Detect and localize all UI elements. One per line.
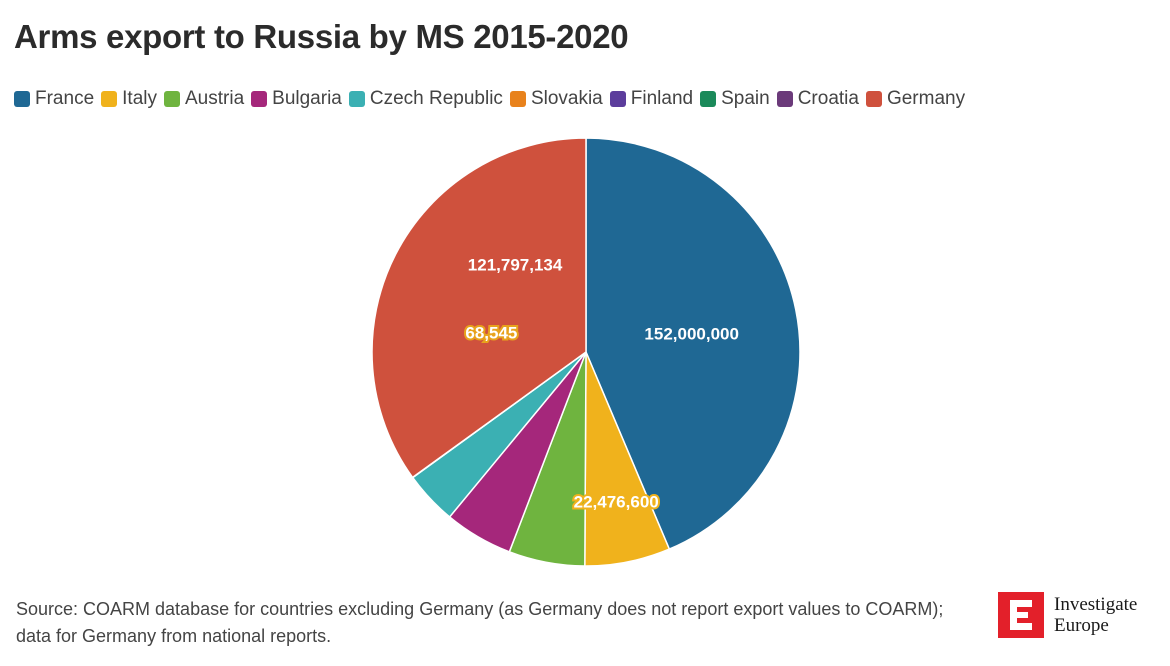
pie-slice-germany[interactable] bbox=[371, 137, 587, 479]
legend-label: Slovakia bbox=[530, 88, 603, 109]
source-note: Source: COARM database for countries exc… bbox=[16, 599, 944, 646]
data-label-slovakia: 68,545 bbox=[465, 323, 517, 342]
legend-label: Bulgaria bbox=[272, 88, 342, 109]
legend-item-france[interactable]: France bbox=[14, 88, 94, 110]
pie-slice-france[interactable] bbox=[585, 137, 801, 551]
legend-item-slovakia[interactable]: Slovakia bbox=[509, 88, 603, 110]
logo-text-line1: Investigate bbox=[1054, 594, 1138, 615]
legend-label: Germany bbox=[886, 88, 966, 109]
legend-swatch bbox=[348, 91, 365, 107]
data-label-france: 152,000,000 bbox=[644, 325, 739, 344]
logo-text-line2: Europe bbox=[1054, 615, 1109, 636]
pie-chart: 152,000,000 22,476,600 68,545 121,797,134 bbox=[371, 137, 801, 567]
legend-item-czech-republic[interactable]: Czech Republic bbox=[348, 88, 503, 110]
legend-swatch bbox=[865, 91, 882, 107]
logo-e-icon bbox=[998, 592, 1044, 638]
data-label-italy: 22,476,600 bbox=[574, 493, 659, 512]
legend-swatch bbox=[101, 91, 118, 107]
legend-item-finland[interactable]: Finland bbox=[609, 88, 694, 110]
legend: France Italy Austria Bulgaria Czech Republic… bbox=[14, 88, 972, 110]
legend-item-italy[interactable]: Italy bbox=[101, 88, 157, 110]
legend-label: Italy bbox=[122, 88, 157, 109]
legend-label: Spain bbox=[721, 88, 770, 109]
legend-item-austria[interactable]: Austria bbox=[164, 88, 244, 110]
data-label-germany: 121,797,134 bbox=[468, 256, 563, 275]
legend-item-croatia[interactable]: Croatia bbox=[776, 88, 859, 110]
legend-swatch bbox=[609, 91, 626, 107]
legend-item-spain[interactable]: Spain bbox=[700, 88, 770, 110]
chart-title: Arms export to Russia by MS 2015-2020 bbox=[14, 18, 629, 55]
legend-swatch bbox=[509, 91, 526, 107]
legend-label: Finland bbox=[630, 88, 694, 109]
legend-swatch bbox=[251, 91, 268, 107]
legend-label: Czech Republic bbox=[369, 88, 503, 109]
legend-item-bulgaria[interactable]: Bulgaria bbox=[251, 88, 342, 110]
legend-label: Austria bbox=[185, 88, 245, 109]
legend-item-germany[interactable]: Germany bbox=[865, 88, 966, 110]
legend-swatch bbox=[700, 91, 717, 107]
legend-label: France bbox=[35, 88, 95, 109]
legend-swatch bbox=[14, 91, 30, 107]
investigate-europe-logo: Investigate Europe bbox=[998, 592, 1137, 638]
legend-swatch bbox=[164, 91, 180, 107]
legend-label: Croatia bbox=[797, 88, 859, 109]
legend-swatch bbox=[776, 91, 793, 107]
